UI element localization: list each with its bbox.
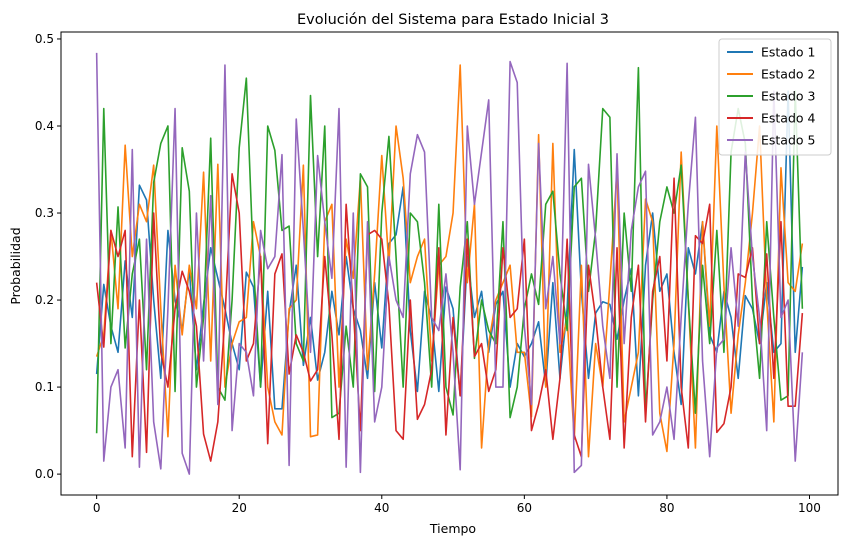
legend: Estado 1 Estado 2 Estado 3 Estado 4 Estado 5 bbox=[718, 38, 832, 156]
legend-label-3: Estado 3 bbox=[761, 89, 815, 104]
y-tick-label: 0.4 bbox=[35, 119, 54, 133]
y-tick-label: 0.3 bbox=[35, 206, 54, 220]
axes-group: 0 20 40 60 80 100 0.0 0.1 0.2 0.3 0.4 0.5 bbox=[35, 32, 821, 515]
y-tick-label: 0.5 bbox=[35, 32, 54, 46]
y-tick-label: 0.1 bbox=[35, 380, 54, 394]
legend-label-5: Estado 5 bbox=[761, 133, 815, 148]
plot-frame bbox=[60, 31, 839, 496]
x-tick-label: 20 bbox=[232, 501, 247, 515]
x-tick-label: 100 bbox=[798, 501, 821, 515]
plot-area bbox=[95, 52, 804, 475]
x-tick-label: 80 bbox=[659, 501, 674, 515]
x-tick-label: 40 bbox=[374, 501, 389, 515]
y-tick-label: 0.2 bbox=[35, 293, 54, 307]
y-axis-label: Probabilidad bbox=[8, 227, 23, 304]
series-line-5 bbox=[95, 52, 804, 475]
x-tick-label: 0 bbox=[93, 501, 101, 515]
legend-box bbox=[718, 38, 832, 156]
legend-label-1: Estado 1 bbox=[761, 45, 815, 60]
legend-label-4: Estado 4 bbox=[761, 111, 816, 126]
legend-label-2: Estado 2 bbox=[761, 67, 815, 82]
x-tick-label: 60 bbox=[517, 501, 532, 515]
y-tick-label: 0.0 bbox=[35, 467, 54, 481]
series-line-3 bbox=[95, 66, 804, 434]
x-axis-label: Tiempo bbox=[429, 521, 476, 536]
chart-title: Evolución del Sistema para Estado Inicia… bbox=[297, 12, 609, 28]
series-line-4 bbox=[95, 173, 804, 462]
